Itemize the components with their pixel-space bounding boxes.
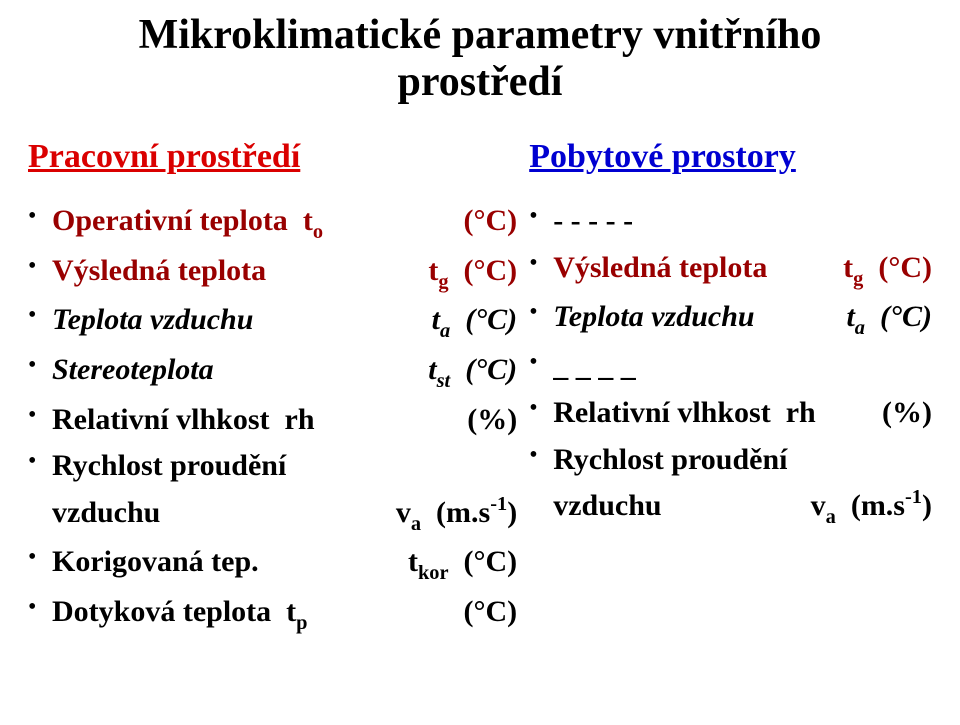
item-rychlost-proudeni-left-2: vzduchu va (m.s-1) (28, 490, 517, 540)
item-dashes: - - - - - (529, 198, 932, 245)
item-stereoteplota: Stereoteplota tst (°C) (28, 347, 517, 397)
left-list: Operativní teplota to (°C) Výsledná tepl… (28, 198, 517, 638)
left-heading: Pracovní prostředí (28, 138, 517, 176)
item-teplota-vzduchu-left: Teplota vzduchu ta (°C) (28, 297, 517, 347)
column-left: Pracovní prostředí Operativní teplota to… (28, 138, 525, 638)
item-rychlost-proudeni-right-1: Rychlost proudění (529, 437, 932, 484)
column-right: Pobytové prostory - - - - - Výsledná tep… (525, 138, 932, 638)
slide: Mikroklimatické parametry vnitřního pros… (0, 0, 960, 725)
right-heading: Pobytové prostory (529, 138, 932, 176)
title-line-2: prostředí (398, 59, 563, 105)
item-teplota-vzduchu-right: Teplota vzduchu ta (°C) (529, 294, 932, 344)
columns: Pracovní prostředí Operativní teplota to… (28, 138, 932, 638)
item-rychlost-proudeni-right-2: vzduchu va (m.s-1) (529, 483, 932, 533)
item-operativni-teplota: Operativní teplota to (°C) (28, 198, 517, 248)
item-underline: _ _ _ _ (529, 344, 932, 391)
item-dotykova-teplota: Dotyková teplota tp (°C) (28, 589, 517, 639)
item-korigovana-tep: Korigovaná tep. tkor (°C) (28, 539, 517, 589)
item-relativni-vlhkost-right: Relativní vlhkost rh (%) (529, 390, 932, 437)
item-vysledna-teplota-right: Výsledná teplota tg (°C) (529, 245, 932, 295)
right-list: - - - - - Výsledná teplota tg (°C) (529, 198, 932, 533)
item-relativni-vlhkost-left: Relativní vlhkost rh (%) (28, 397, 517, 444)
title-line-1: Mikroklimatické parametry vnitřního (139, 12, 822, 58)
item-rychlost-proudeni-left-1: Rychlost proudění (28, 443, 517, 490)
slide-title: Mikroklimatické parametry vnitřního pros… (28, 12, 932, 106)
item-vysledna-teplota-left: Výsledná teplota tg (°C) (28, 248, 517, 298)
